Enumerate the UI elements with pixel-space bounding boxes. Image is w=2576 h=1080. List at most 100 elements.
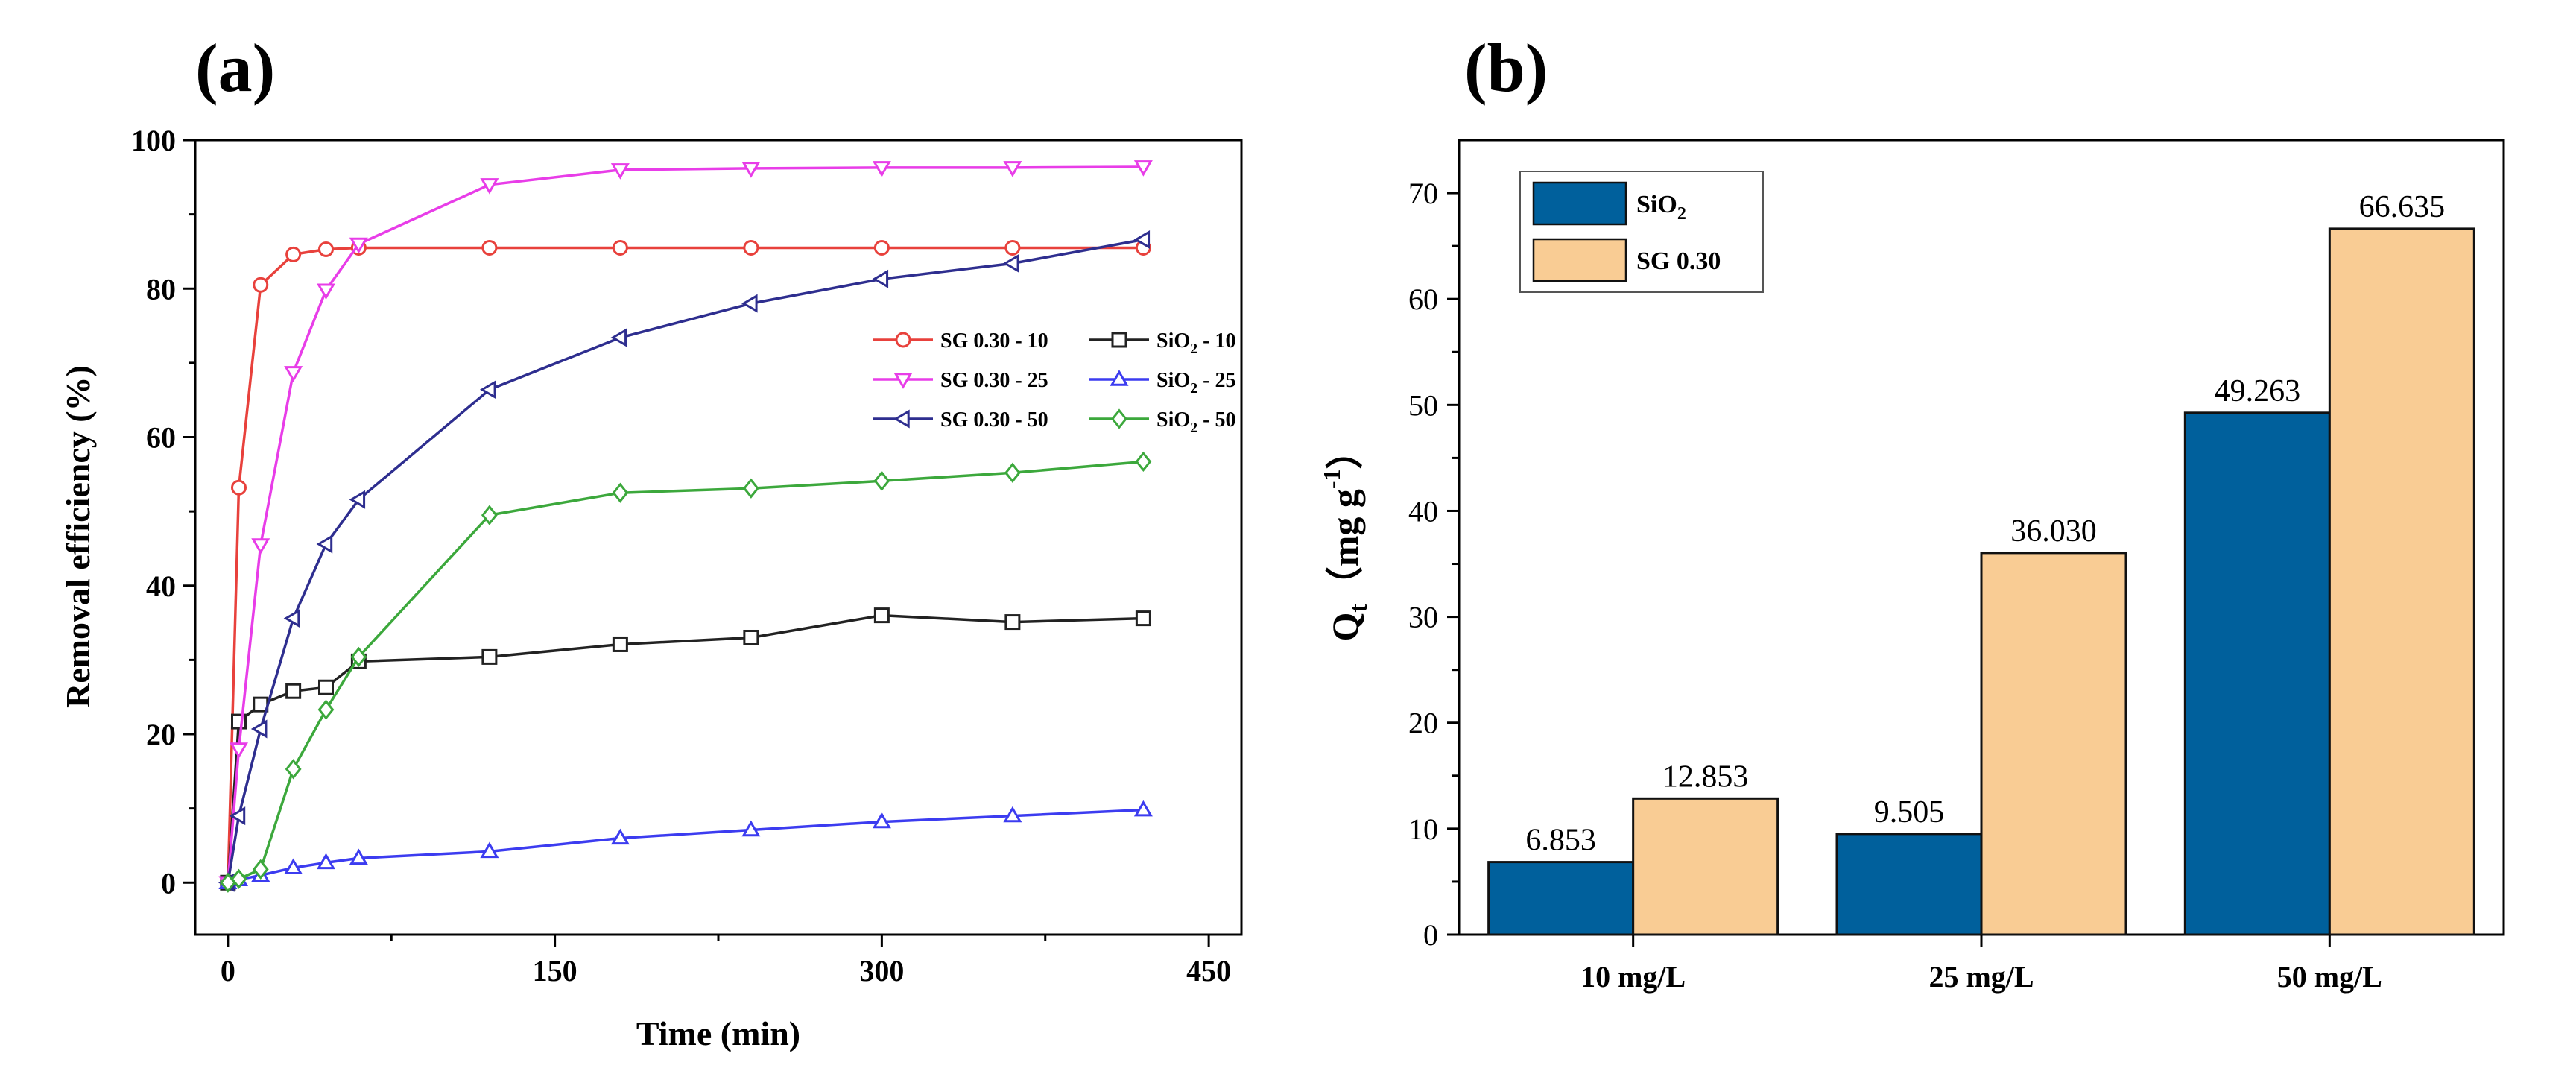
panel-a-data-point (252, 859, 269, 880)
panel-a-legend-marker (893, 373, 913, 389)
panel-a-series-line (227, 246, 1144, 883)
panel-a-legend-item: SiO2 - 10 (1089, 329, 1235, 357)
panel-b-y-tick-label: 0 (1423, 918, 1438, 952)
panel-a-legend-marker (1110, 370, 1129, 386)
panel-a-data-point (284, 858, 303, 875)
panel-a-data-point (481, 505, 498, 525)
panel-b-x-axis: 10 mg/L 25 mg/L 50 mg/L (1580, 935, 2382, 994)
panel-a-label: (a) (195, 30, 275, 106)
panel-a-data-point (610, 828, 630, 845)
panel-b-y-tick-label: 20 (1408, 707, 1438, 740)
panel-a-data-point (1003, 161, 1022, 177)
panel-a-data-point (316, 534, 333, 554)
panel-b-bar (1835, 833, 1983, 936)
panel-a-data-point (1003, 806, 1022, 823)
panel-a-data-point (285, 246, 302, 262)
panel-a-data-point (1135, 610, 1151, 627)
panel-a-x-axis-label: Time (min) (636, 1014, 800, 1052)
panel-a-legend-label: SG 0.30 - 25 (940, 369, 1048, 392)
panel-a-data-point (1133, 160, 1153, 177)
panel-a-data-point (610, 328, 627, 347)
panel-a-legend-label-tail: - 50 (1197, 408, 1235, 432)
panel-a-plot-frame (194, 139, 1243, 936)
panel-a-data-point (612, 482, 629, 503)
panel-a-series (218, 160, 1153, 893)
panel-a-series-line (227, 238, 1144, 883)
panel-a-data-point (284, 366, 303, 382)
panel-a-legend-item: SG 0.30 - 10 (873, 329, 1048, 353)
panel-a-data-point (350, 646, 367, 668)
panel-a-legend-label-tail: - 25 (1197, 369, 1235, 392)
panel-b-x-tick-label: 10 mg/L (1580, 960, 1686, 994)
panel-a-data-point (741, 294, 758, 313)
panel-a-data-point (479, 380, 496, 400)
panel-b-bar (2328, 227, 2475, 936)
panel-a-data-point (317, 699, 335, 720)
panel-a-legend-subscript: 2 (1190, 341, 1197, 357)
panel-b-legend: SiO2 SG 0.30 (1519, 171, 1764, 293)
panel-b-y-axis-label: Qt（mg g-1） (1318, 432, 1373, 641)
panel-a-data-point (318, 679, 334, 695)
panel-a-series-group (218, 160, 1153, 893)
panel-b-bar-value-label: 36.030 (2010, 514, 2097, 549)
panel-a-data-point (872, 812, 891, 829)
panel-b-label: (b) (1464, 30, 1548, 106)
panel-b-x-tick-label: 50 mg/L (2277, 960, 2382, 994)
panel-a-data-point (316, 853, 336, 870)
panel-b-legend-label: SG 0.30 (1636, 247, 1721, 275)
panel-a-legend-item: SiO2 - 50 (1089, 408, 1235, 436)
panel-b-bar-value-label: 12.853 (1662, 760, 1749, 794)
panel-a-legend-subscript: 2 (1190, 420, 1197, 436)
panel-a-data-point (612, 636, 628, 652)
panel-b-bar (1632, 797, 1779, 936)
panel-a-legend-item: SiO2 - 25 (1089, 369, 1235, 397)
panel-b-bar (2183, 411, 2331, 936)
panel-a-data-point (1004, 614, 1021, 631)
panel-a-data-point (873, 470, 890, 491)
panel-a-series (218, 800, 1153, 889)
panel-b-y-tick-label: 50 (1408, 388, 1438, 422)
panel-b-legend-swatch (1532, 181, 1627, 226)
panel-a-data-point (741, 820, 761, 837)
panel-a-legend-marker (895, 332, 911, 348)
panel-b-bar-value-label: 66.635 (2359, 190, 2446, 224)
panel-a-legend-item: SG 0.30 - 50 (873, 408, 1048, 432)
panel-a-legend-item: SG 0.30 - 25 (873, 369, 1048, 392)
panel-a-data-point (1133, 230, 1151, 250)
panel-a-data-point (285, 683, 302, 699)
panel-a-legend-label: SG 0.30 - 10 (940, 329, 1048, 353)
panel-a-data-point (743, 239, 759, 256)
panel-a-legend-marker (1111, 332, 1127, 348)
panel-a-data-point (612, 239, 628, 256)
panel-a-x-tick-label: 0 (221, 954, 235, 988)
panel-a-legend-label: SG 0.30 - 50 (940, 408, 1048, 432)
panel-a-data-point (872, 161, 891, 177)
panel-a-x-tick-label: 450 (1186, 954, 1231, 988)
panel-a-legend-label: SiO2 - 10 (1156, 329, 1235, 357)
panel-a-y-tick-label: 80 (146, 272, 176, 306)
panel-b-legend-swatch (1532, 238, 1627, 282)
panel-a-legend-label: SiO2 - 50 (1156, 408, 1235, 436)
panel-a-legend-label: SiO2 - 25 (1156, 369, 1235, 397)
panel-a-data-point (480, 178, 499, 195)
panel-a-series (220, 607, 1151, 891)
panel-a-data-point (873, 607, 890, 624)
panel-a-data-point (285, 759, 302, 780)
panel-a-data-point (1004, 239, 1021, 256)
panel-a-x-tick-label: 150 (533, 954, 577, 988)
panel-a-data-point (480, 841, 499, 859)
panel-a-data-point (873, 239, 890, 256)
panel-a-data-point (481, 648, 498, 665)
panel-b-legend-item: SG 0.30 (1532, 238, 1721, 282)
panel-a-data-point (1004, 462, 1021, 483)
panel-a-data-point (231, 479, 247, 496)
panel-a-data-point (349, 490, 366, 509)
panel-a-y-axis-label: Removal efficiency (%) (59, 365, 97, 708)
panel-a-line-chart: (a) 0 20 40 60 80 100 0 150 300 450 SG 0.30 - 10… (59, 30, 1243, 1052)
panel-a-series (219, 451, 1152, 893)
panel-a-legend-label-tail: - 10 (1197, 329, 1235, 353)
panel-a-data-point (349, 848, 368, 865)
panel-a-y-tick-label: 20 (146, 718, 176, 751)
panel-a-data-point (229, 806, 246, 826)
